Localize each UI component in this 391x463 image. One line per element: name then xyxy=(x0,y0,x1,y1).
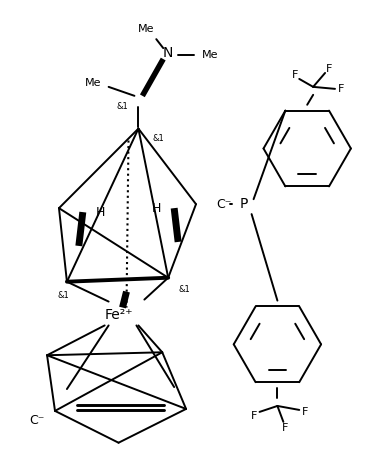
Text: H: H xyxy=(152,202,161,215)
Text: F: F xyxy=(326,64,332,74)
Text: &1: &1 xyxy=(57,291,69,300)
Text: P: P xyxy=(239,197,248,211)
Text: Me: Me xyxy=(138,24,154,34)
Text: F: F xyxy=(338,84,344,94)
Text: &1: &1 xyxy=(152,134,164,143)
Text: Fe²⁺: Fe²⁺ xyxy=(104,308,133,323)
Text: F: F xyxy=(292,70,298,80)
Text: C⁻: C⁻ xyxy=(216,198,231,211)
Text: F: F xyxy=(282,423,289,433)
Text: Me: Me xyxy=(84,78,101,88)
Text: F: F xyxy=(302,407,308,417)
Text: &1: &1 xyxy=(178,285,190,294)
Text: N: N xyxy=(163,46,173,60)
Text: &1: &1 xyxy=(117,102,128,111)
Text: F: F xyxy=(250,411,257,421)
Text: Me: Me xyxy=(202,50,218,60)
Text: H: H xyxy=(96,206,105,219)
Text: C⁻: C⁻ xyxy=(29,414,45,427)
